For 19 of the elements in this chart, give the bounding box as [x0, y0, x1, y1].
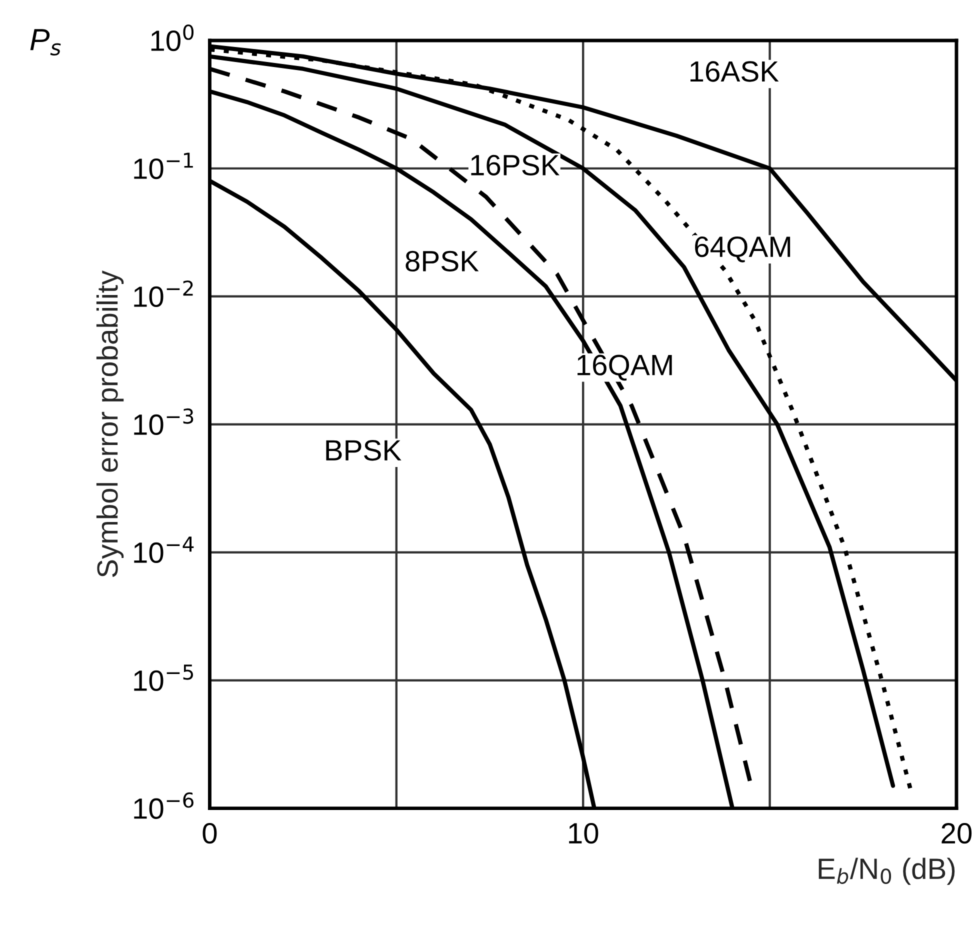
series-label: 16PSK [471, 154, 560, 176]
y-tick-label: 10$^{0}$ [151, 24, 194, 52]
y-tick-label: 10$^{−4}$ [134, 536, 194, 564]
y-tick-label: 10$^{−1}$ [134, 152, 193, 180]
x-tick-label: 20 [942, 822, 972, 844]
y-tick-label: 10$^{−3}$ [134, 408, 194, 436]
y-tick-label: 10$^{−6}$ [134, 792, 194, 819]
series-label: 64QAM [695, 236, 790, 262]
y-axis-title: Symbol error probability [96, 270, 124, 578]
text: BPSK [326, 440, 402, 461]
x-axis-title: E$_{b}$/N$_{0}$ (dB) [818, 858, 955, 885]
x-tick-label: 10 [569, 822, 598, 844]
y-tick-label: 10$^{−2}$ [134, 280, 193, 308]
series-label: 8PSK [406, 250, 479, 272]
text: P$_{s}$ [30, 29, 61, 56]
x-tick-label: 0 [202, 822, 217, 844]
y-tick-label: 10$^{−5}$ [134, 664, 193, 691]
series-label: 16QAM [578, 354, 672, 381]
series-label: 16ASK [690, 61, 779, 82]
